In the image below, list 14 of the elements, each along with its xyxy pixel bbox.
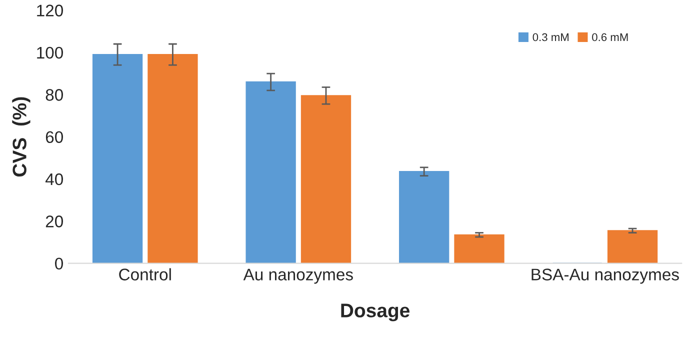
- y-tick-label: 40: [45, 173, 63, 186]
- x-tick-label: Control: [119, 268, 171, 280]
- y-tick-label: 100: [37, 46, 63, 59]
- x-tick-label: BSA-Au nanozymes: [532, 268, 679, 284]
- y-tick-label: 60: [46, 131, 63, 144]
- legend-label: 0.6 mM: [592, 33, 628, 42]
- y-tick-label: 80: [46, 89, 63, 101]
- y-tick-label: 20: [46, 216, 63, 228]
- y-axis-title: CVS (%): [12, 97, 30, 177]
- x-axis-title: Dosage: [341, 304, 410, 322]
- x-tick-label: Au nanozymes: [243, 268, 353, 284]
- y-tick-label: 0: [55, 258, 63, 270]
- legend-label: 0.3 mM: [532, 33, 568, 42]
- y-tick-label: 120: [37, 4, 63, 16]
